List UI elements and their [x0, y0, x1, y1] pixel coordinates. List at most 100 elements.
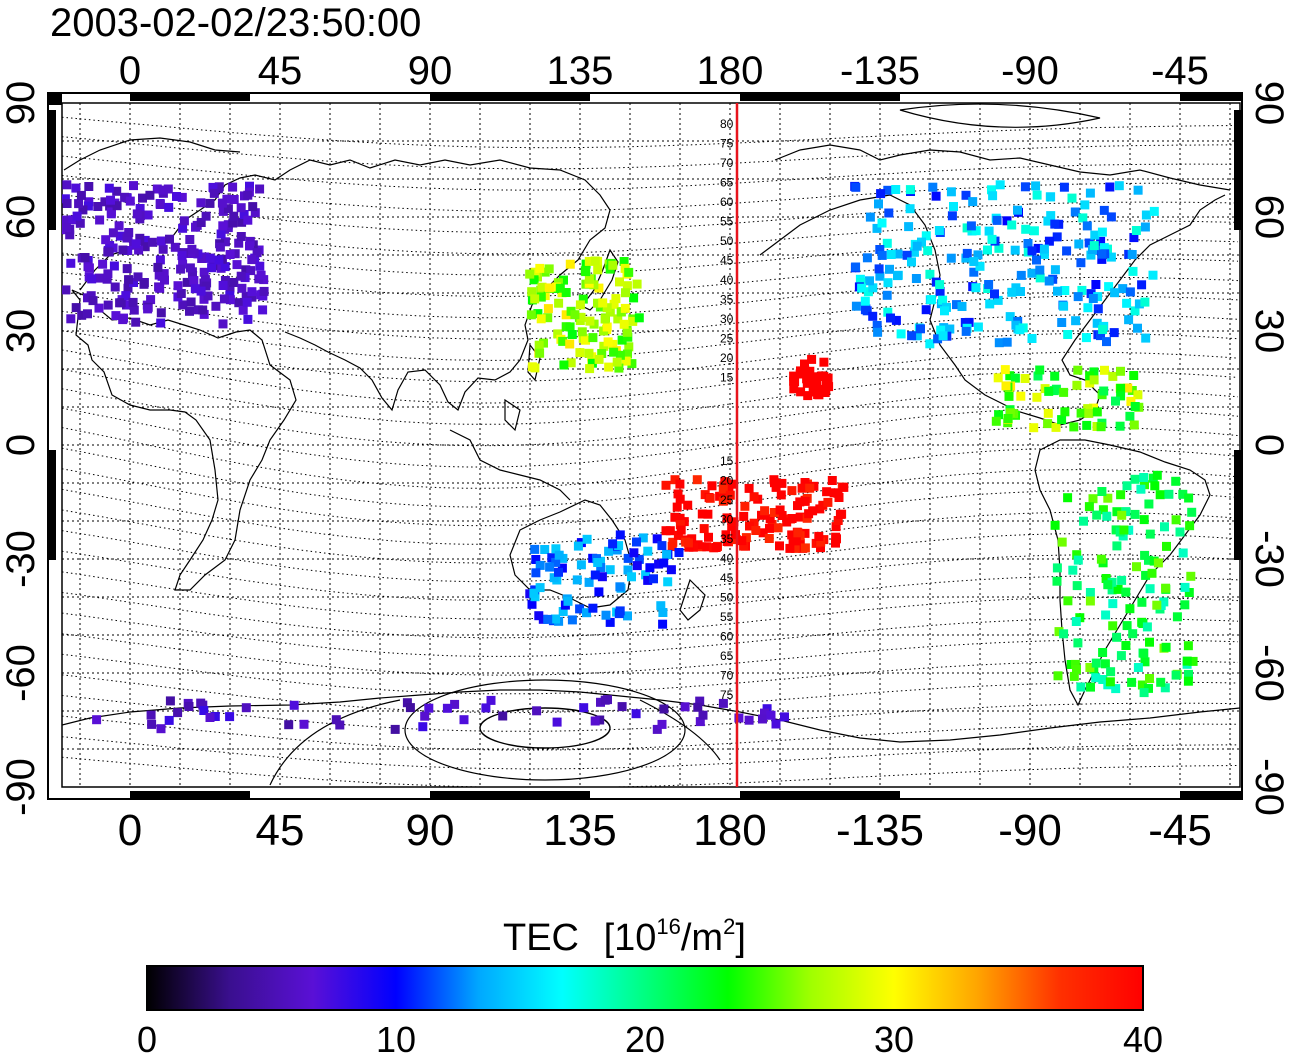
tec-cell [201, 211, 211, 221]
tec-cell [442, 703, 452, 713]
tec-cell [1137, 280, 1147, 290]
tec-cell [787, 486, 797, 496]
tec-cell [584, 274, 594, 284]
tec-cell [146, 295, 156, 305]
mlat-contour [62, 653, 1239, 695]
tec-cell [962, 248, 972, 258]
tec-cell [140, 235, 150, 245]
colorbar-unit-exponent-2: 2 [723, 914, 735, 939]
tec-cell [94, 303, 104, 313]
mlat-label: 70 [720, 156, 734, 170]
tec-cell [138, 193, 147, 203]
tec-cell [1005, 371, 1015, 381]
tec-cell [968, 197, 978, 207]
mlat-label: 50 [720, 591, 734, 605]
tec-cell [1127, 386, 1137, 395]
tec-cell [121, 291, 131, 301]
tec-cell [132, 209, 142, 219]
tec-cell [1155, 490, 1165, 500]
tec-cell [1067, 193, 1077, 203]
mlat-label: 60 [720, 195, 734, 209]
tec-cell [1073, 638, 1083, 648]
tec-cell [724, 483, 734, 493]
tec-cell [1051, 422, 1061, 432]
tec-cell [581, 267, 591, 277]
tec-cell [237, 217, 247, 227]
tec-cell [883, 278, 893, 288]
tec-cell [1106, 667, 1116, 677]
tec-cell [585, 316, 595, 326]
tec-cell [790, 377, 800, 387]
south-pole-contour [479, 707, 611, 749]
tec-cell [129, 278, 138, 287]
tec-cell [1052, 563, 1062, 573]
tec-cell [773, 523, 783, 533]
tec-cell [165, 696, 175, 706]
tec-cell [594, 283, 604, 293]
tec-cell [1100, 365, 1109, 375]
tec-cell [554, 298, 564, 308]
tec-cell [707, 481, 717, 491]
tec-cell [155, 255, 165, 265]
tec-cell [1086, 289, 1096, 299]
tec-cell [593, 298, 602, 308]
tec-cell [615, 582, 625, 592]
mlat-label: 70 [720, 669, 734, 683]
tec-cell [535, 263, 545, 273]
tec-cell [589, 280, 599, 290]
tec-cell [220, 276, 230, 285]
tec-cell [1050, 520, 1060, 530]
mlat-label: 65 [720, 649, 734, 663]
tec-cell [1050, 371, 1060, 381]
tec-cell [190, 284, 200, 294]
tec-cell [623, 553, 633, 563]
tec-cell [751, 526, 761, 535]
tec-cell [153, 262, 163, 272]
tec-cell [627, 572, 636, 582]
tec-cell [103, 269, 113, 279]
tec-cell [1032, 255, 1041, 265]
tec-cell [544, 264, 554, 274]
tec-cell [654, 559, 664, 569]
lon-tick-bottom: 0 [118, 806, 142, 855]
tec-cell [609, 347, 619, 357]
lon-tick-bottom: 45 [256, 806, 305, 855]
tec-cell [582, 608, 591, 618]
lon-tick-top: 0 [119, 49, 141, 93]
tec-cell [216, 229, 226, 239]
tec-cell [1110, 288, 1120, 298]
timestamp-title: 2003-02-02/23:50:00 [50, 1, 421, 45]
tec-cell [693, 540, 703, 550]
tec-cell [219, 294, 229, 304]
tec-cell [675, 494, 685, 504]
tec-cell [109, 261, 119, 271]
tec-cell [1044, 386, 1054, 396]
tec-cell [994, 410, 1004, 420]
tec-cell [259, 286, 269, 296]
tec-cell [584, 577, 594, 587]
tec-cell [1122, 481, 1132, 491]
tec-cell [498, 711, 508, 721]
tec-cell [1125, 604, 1135, 614]
tec-cell [177, 251, 187, 261]
tec-cell [590, 716, 600, 726]
tec-cell [1097, 227, 1107, 237]
tec-cell [597, 572, 607, 582]
tec-cell [1111, 684, 1121, 694]
lat-tick-left: 90 [0, 81, 43, 126]
tec-cell [228, 182, 238, 192]
tec-cell [1134, 299, 1144, 309]
tec-cell [608, 339, 618, 349]
tec-cell [946, 187, 956, 197]
tec-cell [787, 530, 797, 540]
tec-cell [683, 538, 693, 548]
tec-cell [1152, 600, 1162, 610]
tec-cell [604, 546, 614, 556]
colorbar-ticks: 0 10 20 30 40 [137, 1019, 1163, 1057]
tec-cell [284, 720, 294, 730]
tec-cell [1027, 246, 1037, 256]
tec-cell [758, 528, 768, 538]
tec-cell [905, 185, 915, 195]
tec-cell [718, 698, 728, 708]
tec-cell [609, 299, 619, 309]
